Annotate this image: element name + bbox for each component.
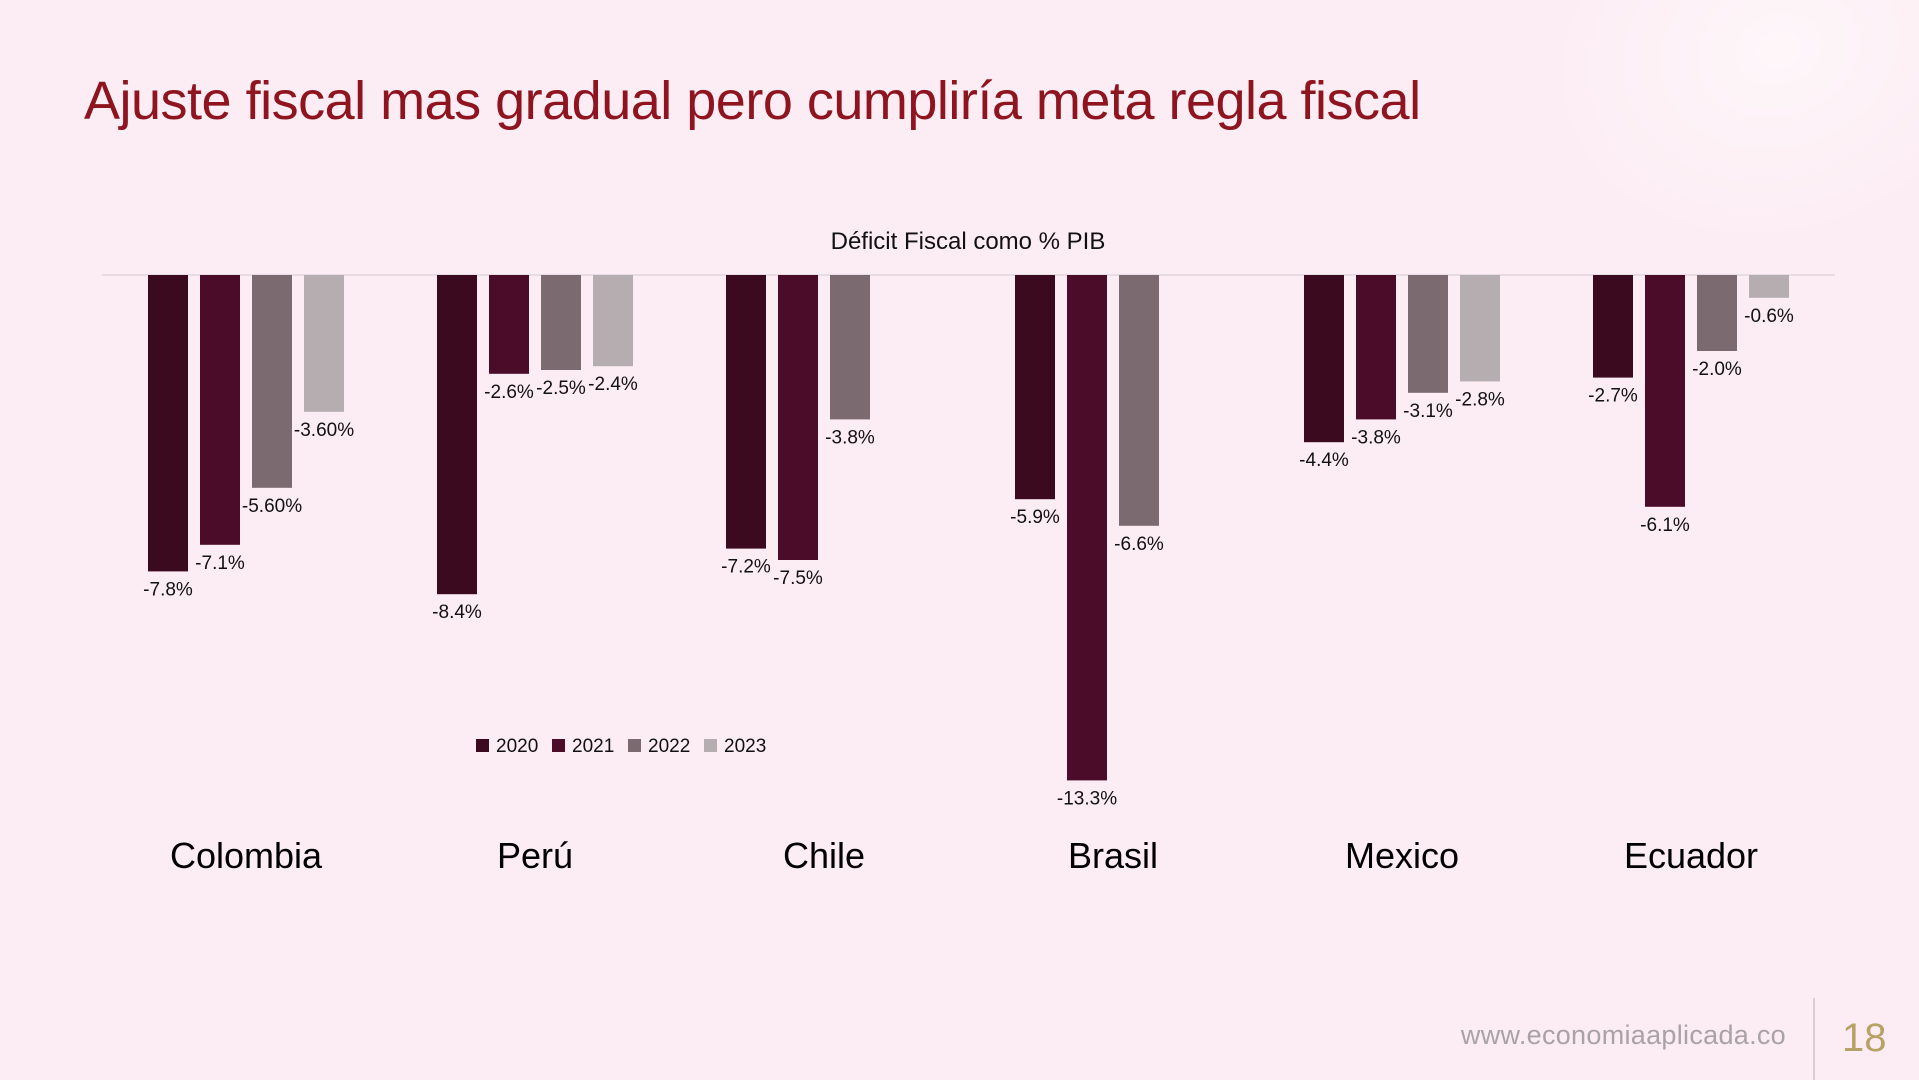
category-label: Ecuador (1624, 835, 1758, 876)
data-label: -2.0% (1692, 359, 1742, 380)
data-label: -3.8% (825, 427, 875, 448)
data-label: -13.3% (1057, 788, 1117, 809)
data-label: -2.7% (1588, 386, 1638, 407)
bar-ecuador-2020 (1593, 275, 1633, 378)
data-label: -2.5% (536, 378, 586, 399)
data-label: -5.9% (1010, 507, 1060, 528)
category-label: Perú (497, 835, 573, 876)
page-number: 18 (1842, 1016, 1887, 1060)
data-label: -3.8% (1351, 427, 1401, 448)
data-label: -3.60% (294, 420, 354, 441)
bar-per-2023 (593, 275, 633, 367)
data-label: -4.4% (1299, 450, 1349, 471)
bar-mexico-2021 (1356, 275, 1396, 420)
legend-swatch-2023 (704, 739, 717, 752)
data-label: -5.60% (242, 496, 302, 517)
bar-ecuador-2022 (1697, 275, 1737, 351)
data-label: -2.6% (484, 382, 534, 403)
bar-colombia-2022 (252, 275, 292, 488)
data-label: -2.4% (588, 374, 638, 395)
bar-brasil-2021 (1067, 275, 1107, 781)
legend-label: 2022 (648, 736, 690, 757)
category-label: Chile (783, 835, 865, 876)
footer-divider (1813, 998, 1815, 1080)
bar-per-2022 (541, 275, 581, 370)
slide-title: Ajuste fiscal mas gradual pero cumpliría… (84, 71, 1421, 131)
bar-chile-2022 (830, 275, 870, 420)
legend-swatch-2021 (552, 739, 565, 752)
bar-mexico-2022 (1408, 275, 1448, 393)
data-label: -8.4% (432, 602, 482, 623)
legend-swatch-2020 (476, 739, 489, 752)
legend-swatch-2022 (628, 739, 641, 752)
bar-chile-2020 (726, 275, 766, 549)
bar-per-2020 (437, 275, 477, 595)
chart-title: Déficit Fiscal como % PIB (831, 228, 1106, 255)
legend-label: 2020 (496, 736, 538, 757)
bar-ecuador-2023 (1749, 275, 1789, 298)
legend-label: 2023 (724, 736, 766, 757)
legend-label: 2021 (572, 736, 614, 757)
deficit-chart: Déficit Fiscal como % PIB -7.8%-7.1% -5.60… (102, 228, 1835, 876)
data-label: -7.8% (143, 579, 193, 600)
data-label: -6.6% (1114, 534, 1164, 555)
data-label: -7.2% (721, 557, 771, 578)
category-label: Colombia (170, 835, 323, 876)
category-label: Mexico (1345, 835, 1459, 876)
bar-brasil-2022 (1119, 275, 1159, 526)
bar-brasil-2020 (1015, 275, 1055, 500)
bar-mexico-2023 (1460, 275, 1500, 382)
category-label: Brasil (1068, 835, 1158, 876)
data-label: -0.6% (1744, 306, 1794, 327)
bar-colombia-2020 (148, 275, 188, 572)
data-label: -6.1% (1640, 515, 1690, 536)
data-label: -3.1% (1403, 401, 1453, 422)
bar-colombia-2021 (200, 275, 240, 545)
footer-url: www.economiaaplicada.co (1460, 1020, 1786, 1050)
data-label: -2.8% (1455, 389, 1505, 410)
bar-chile-2021 (778, 275, 818, 560)
bar-per-2021 (489, 275, 529, 374)
data-label: -7.5% (773, 568, 823, 589)
data-label: -7.1% (195, 553, 245, 574)
bar-ecuador-2021 (1645, 275, 1685, 507)
bar-colombia-2023 (304, 275, 344, 412)
bar-mexico-2020 (1304, 275, 1344, 443)
